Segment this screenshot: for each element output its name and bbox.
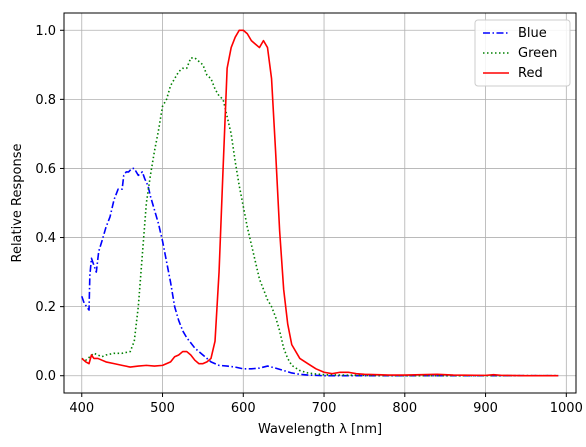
ticks: 400 500 600 700 800 900 1000 0.0 0.2 0.4 0.6 0.8 1.0 [35, 24, 583, 416]
legend-label-red: Red [518, 66, 543, 81]
legend-box [474, 19, 571, 87]
y-tick-label: 1.0 [35, 24, 56, 39]
y-tick-label: 0.2 [35, 300, 56, 315]
y-tick-label: 0.0 [35, 369, 56, 384]
x-tick-label: 900 [473, 401, 498, 416]
x-tick-label: 1000 [550, 401, 583, 416]
x-tick-label: 700 [312, 401, 337, 416]
x-tick-label: 500 [150, 401, 175, 416]
legend-label-green: Green [518, 46, 557, 61]
x-tick-label: 600 [231, 401, 256, 416]
x-tick-label: 400 [69, 401, 94, 416]
x-axis-label: Wavelength λ [nm] [258, 422, 382, 437]
y-axis-label: Relative Response [10, 144, 25, 263]
plot-frame [63, 12, 577, 394]
y-tick-label: 0.4 [35, 231, 56, 246]
series-line-blue [81, 167, 559, 377]
y-tick-label: 0.8 [35, 93, 56, 108]
x-tick-label: 800 [392, 401, 417, 416]
series-line-green [81, 57, 559, 377]
legend-label-blue: Blue [518, 26, 547, 41]
series-layer [81, 29, 559, 377]
legend: Blue Green Red [474, 19, 571, 87]
y-tick-label: 0.6 [35, 162, 56, 177]
series-line-red [81, 29, 559, 377]
